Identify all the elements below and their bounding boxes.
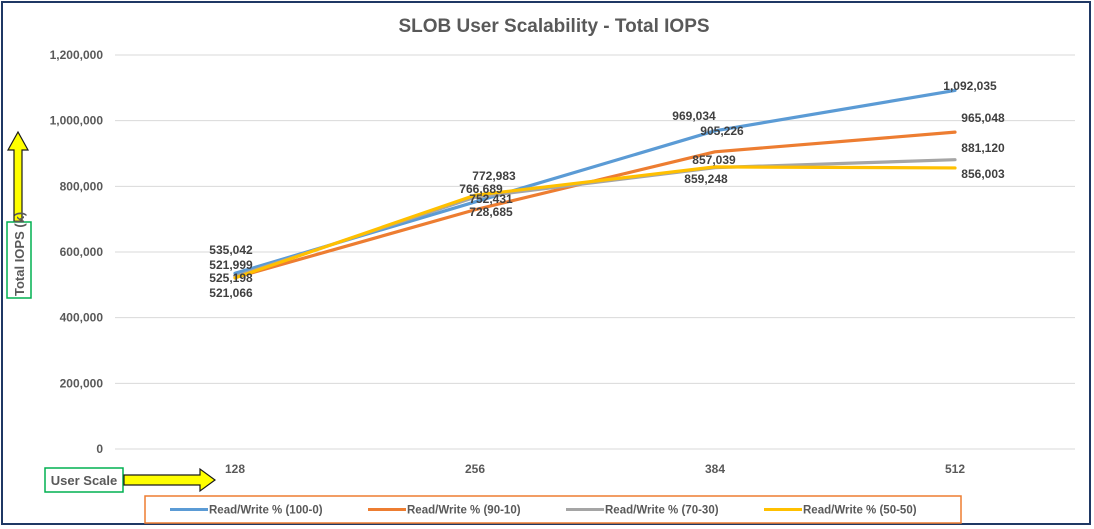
legend-label: Read/Write % (100-0) — [209, 505, 323, 517]
up-arrow-icon — [6, 130, 30, 223]
x-tick-label: 128 — [225, 462, 245, 476]
legend-item: Read/Write % (100-0) — [170, 505, 323, 517]
data-label: 535,042 — [209, 243, 253, 257]
x-tick-label: 256 — [465, 462, 485, 476]
data-label: 969,034 — [672, 109, 716, 123]
legend-item: Read/Write % (50-50) — [764, 505, 917, 517]
x-tick-label: 384 — [705, 462, 725, 476]
right-arrow-icon — [123, 467, 217, 493]
series-line-2 — [233, 158, 957, 279]
data-label: 965,048 — [961, 111, 1005, 125]
legend-label: Read/Write % (50-50) — [803, 505, 917, 517]
data-label: 521,066 — [209, 286, 253, 300]
data-label: 1,092,035 — [943, 79, 997, 93]
x-tick-label: 512 — [945, 462, 965, 476]
gridlines — [115, 54, 1075, 450]
y-tick-label: 400,000 — [60, 311, 104, 325]
data-label: 728,685 — [469, 205, 513, 219]
legend-label: Read/Write % (70-30) — [605, 505, 719, 517]
y-tick-label: 200,000 — [60, 376, 104, 390]
y-tick-label: 0 — [96, 442, 103, 456]
data-label: 857,039 — [692, 153, 736, 167]
legend-box — [144, 495, 962, 524]
y-tick-label: 1,000,000 — [50, 114, 104, 128]
data-labels: 535,042 752,431 969,034 1,092,035 521,999 728… — [209, 79, 1005, 300]
data-label: 752,431 — [469, 192, 513, 206]
x-axis-annotation: User Scale — [44, 467, 217, 493]
legend: Read/Write % (100-0) Read/Write % (90-10)… — [144, 495, 962, 524]
y-axis-label: Total IOPS (k) — [12, 212, 27, 296]
data-label: 766,689 — [459, 182, 503, 196]
series-line-3 — [233, 165, 957, 280]
y-tick-label: 1,200,000 — [50, 48, 104, 62]
legend-label: Read/Write % (90-10) — [407, 505, 521, 517]
y-axis-label-box — [6, 221, 32, 299]
y-axis-annotation: Total IOPS (k) — [6, 130, 32, 299]
data-label: 772,983 — [472, 169, 516, 183]
legend-item: Read/Write % (70-30) — [566, 505, 719, 517]
data-label: 525,198 — [209, 271, 253, 285]
data-label: 521,999 — [209, 258, 253, 272]
x-axis-label: User Scale — [51, 473, 118, 488]
y-tick-label: 800,000 — [60, 179, 104, 193]
data-label: 881,120 — [961, 141, 1005, 155]
y-tick-label: 600,000 — [60, 245, 104, 259]
series-lines — [233, 88, 957, 280]
y-axis-ticks: 0 200,000 400,000 600,000 800,000 1,000,000 1,… — [50, 48, 104, 456]
series-line-1 — [233, 130, 957, 280]
data-label: 905,226 — [700, 124, 744, 138]
x-axis-label-box — [44, 467, 124, 493]
chart-title: SLOB User Scalability - Total IOPS — [398, 16, 709, 37]
data-label: 859,248 — [684, 172, 728, 186]
x-axis-ticks: 128 256 384 512 — [225, 462, 965, 476]
legend-item: Read/Write % (90-10) — [368, 505, 521, 517]
data-label: 856,003 — [961, 167, 1005, 181]
